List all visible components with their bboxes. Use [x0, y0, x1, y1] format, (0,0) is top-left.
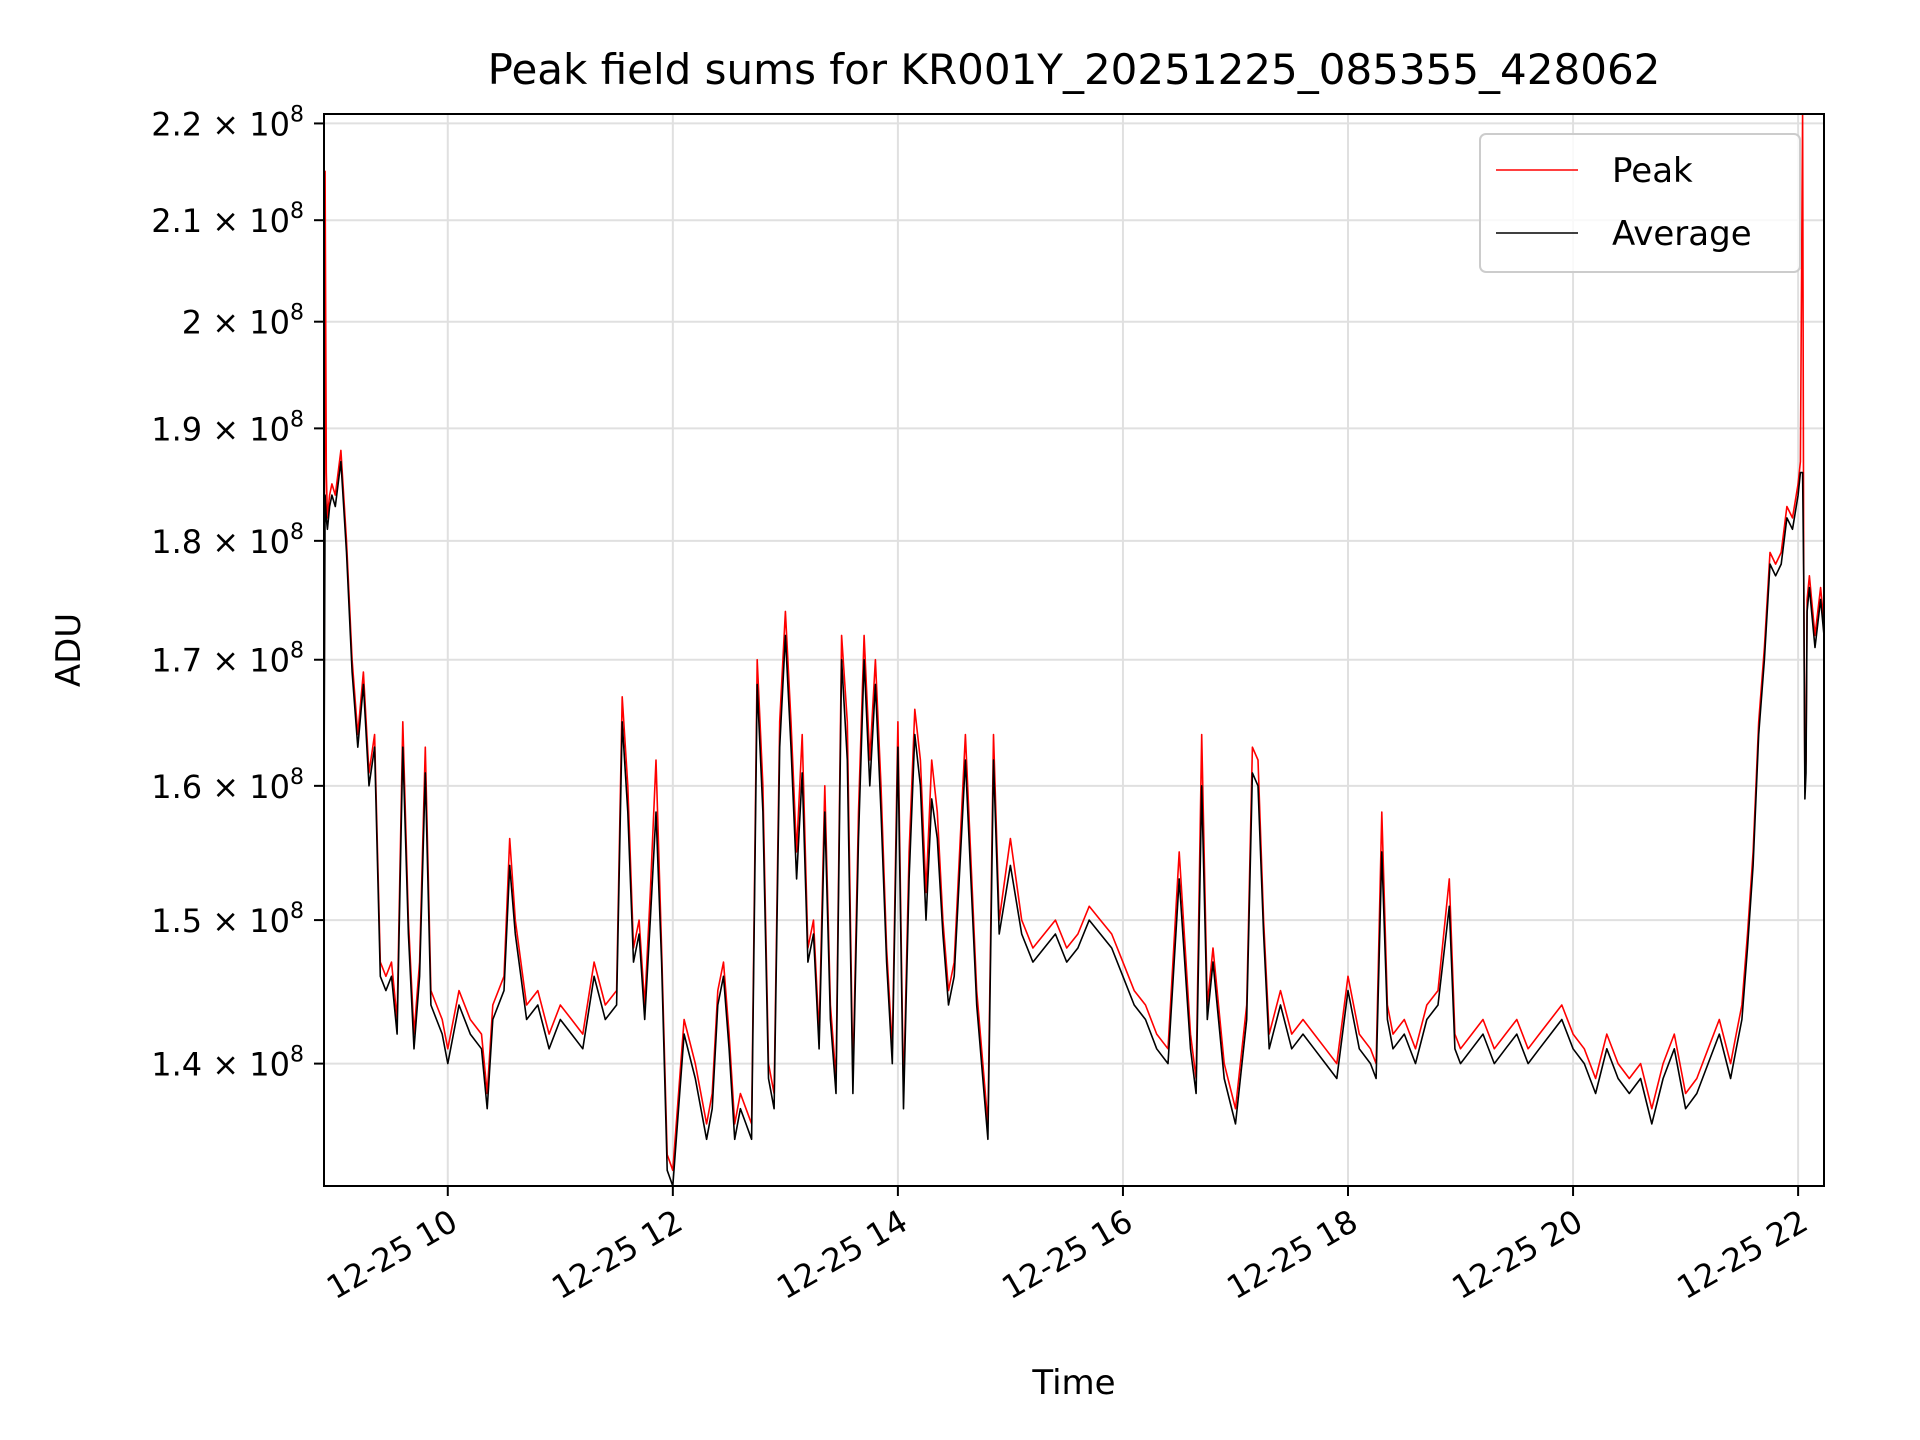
x-axis-label: Time	[1031, 1363, 1115, 1403]
chart-title: Peak field sums for KR001Y_20251225_0853…	[488, 45, 1661, 94]
y-axis: 1.4 × 108 1.5 × 108 1.6 × 108 1.7 × 108 1.8 …	[151, 102, 324, 1084]
grid	[324, 114, 1824, 1186]
legend[interactable]: Peak Average	[1479, 133, 1801, 273]
y-tick-label: 1.6 × 108	[151, 765, 304, 806]
series-line-average	[324, 460, 1824, 1186]
y-tick-label: 2 × 108	[182, 301, 304, 342]
y-tick-label: 1.8 × 108	[151, 520, 304, 561]
legend-average-label: Average	[1612, 214, 1752, 254]
y-axis-label: ADU	[49, 613, 89, 687]
series-layer	[324, 114, 1824, 1186]
legend-peak-label: Peak	[1612, 151, 1693, 191]
legend-box	[1479, 133, 1801, 273]
y-tick-label: 1.5 × 108	[151, 899, 304, 940]
y-tick-label: 1.4 × 108	[151, 1043, 304, 1084]
y-tick-label: 2.1 × 108	[151, 199, 304, 240]
y-tick-label: 1.7 × 108	[151, 639, 304, 680]
y-tick-label: 1.9 × 108	[151, 407, 304, 448]
plot-frame	[323, 113, 1825, 1187]
y-tick-label: 2.2 × 108	[151, 102, 304, 143]
